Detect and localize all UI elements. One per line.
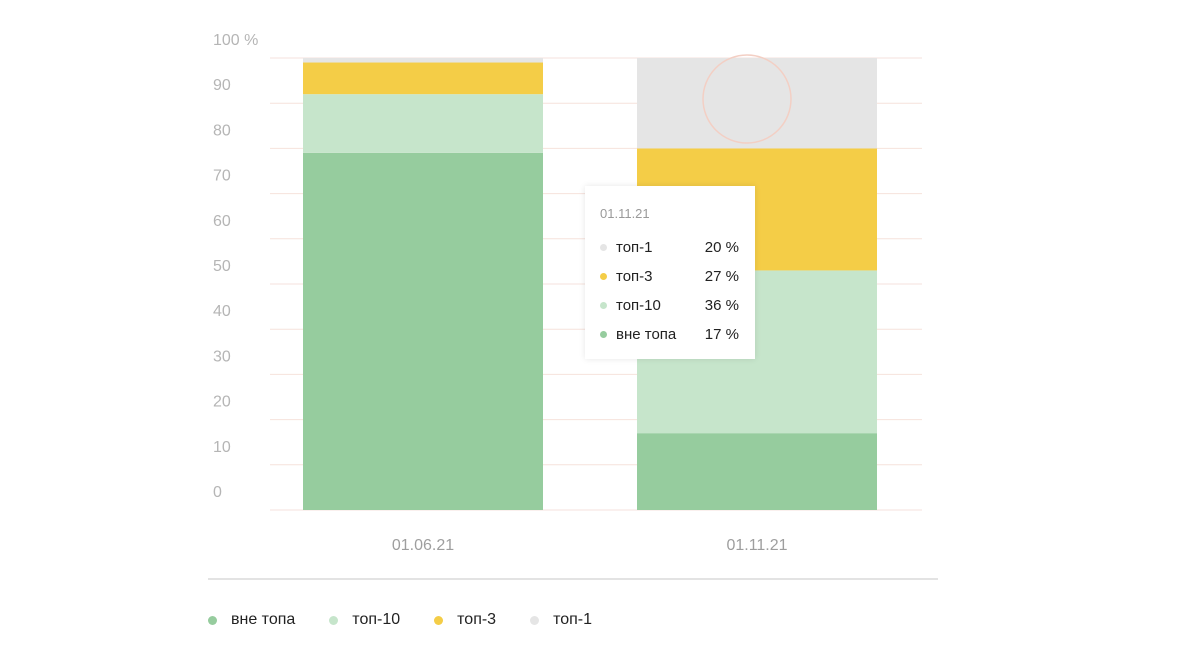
x-axis-ticks: 01.06.21 01.11.21 xyxy=(392,537,788,554)
tooltip-row: топ-10 36 % xyxy=(600,291,739,320)
tooltip-series-name: топ-10 xyxy=(616,297,661,314)
legend-dot xyxy=(329,615,339,625)
tooltip-dot xyxy=(600,331,607,338)
y-tick-label: 100 % xyxy=(213,32,258,49)
y-tick-label: 40 xyxy=(213,303,231,320)
tooltip-series-value: 36 % xyxy=(704,297,739,314)
legend-item-top-1[interactable]: топ-1 xyxy=(530,611,592,629)
tooltip-series-name: топ-3 xyxy=(616,268,653,285)
y-tick-label: 80 xyxy=(213,122,231,139)
cursor-highlight xyxy=(702,54,792,144)
legend-label: топ-3 xyxy=(457,611,497,628)
x-tick-label: 01.06.21 xyxy=(392,537,454,554)
bar-segment xyxy=(637,58,877,149)
legend-dot xyxy=(208,615,217,625)
y-tick-label: 0 xyxy=(213,484,222,501)
legend-dot xyxy=(530,615,540,625)
y-tick-label: 10 xyxy=(213,439,231,456)
tooltip-series-name: топ-1 xyxy=(616,239,653,256)
x-tick-label: 01.11.21 xyxy=(726,537,787,554)
tooltip-series-name: вне топа xyxy=(616,326,677,343)
legend-item-vne-topa[interactable]: вне топа xyxy=(208,611,295,629)
tooltip-dot xyxy=(600,302,607,309)
y-tick-label: 50 xyxy=(213,258,231,275)
tooltip-series-value: 17 % xyxy=(704,326,739,343)
legend-item-top-10[interactable]: топ-10 xyxy=(329,611,400,629)
bar-segment xyxy=(303,58,543,63)
y-tick-label: 90 xyxy=(213,77,231,94)
y-tick-label: 60 xyxy=(213,213,231,230)
tooltip-series-value: 20 % xyxy=(704,239,739,256)
tooltip-series-value: 27 % xyxy=(704,268,739,285)
tooltip-dot xyxy=(600,273,607,280)
y-tick-label: 70 xyxy=(213,168,231,185)
bar-segment xyxy=(637,433,877,510)
legend-label: топ-1 xyxy=(553,611,593,628)
bar-segment xyxy=(303,152,543,511)
tooltip-dot xyxy=(600,244,607,251)
tooltip-row: топ-3 27 % xyxy=(600,262,739,291)
legend-label: топ-10 xyxy=(352,611,401,628)
tooltip: 01.11.21 топ-1 20 % топ-3 27 % топ-10 36… xyxy=(585,186,755,359)
legend-dot xyxy=(434,615,444,625)
legend-item-top-3[interactable]: топ-3 xyxy=(434,611,496,629)
legend: вне топа топ-10 топ-3 топ-1 xyxy=(208,611,626,629)
bar-segment xyxy=(303,62,543,95)
y-tick-label: 30 xyxy=(213,348,231,365)
tooltip-title: 01.11.21 xyxy=(600,206,650,221)
tooltip-row: вне топа 17 % xyxy=(600,320,739,349)
y-axis-ticks: 100 % 90 80 70 60 50 40 30 20 10 0 xyxy=(213,32,258,501)
tooltip-row: топ-1 20 % xyxy=(600,233,739,262)
legend-label: вне топа xyxy=(231,611,296,628)
bar-segment xyxy=(303,94,543,153)
y-tick-label: 20 xyxy=(213,394,231,411)
